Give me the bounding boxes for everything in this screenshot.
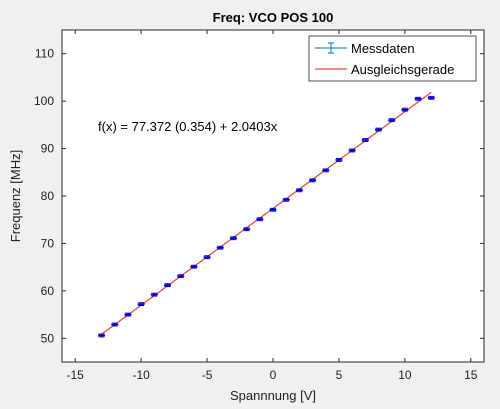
- data-point: [256, 217, 264, 222]
- legend[interactable]: Messdaten Ausgleichsgerade: [308, 35, 477, 82]
- x-tick-label: 5: [336, 368, 343, 382]
- data-point: [375, 127, 382, 132]
- data-point: [309, 178, 317, 183]
- data-point: [295, 188, 303, 193]
- data-point: [177, 274, 185, 279]
- legend-box: [308, 35, 477, 82]
- data-point: [150, 292, 158, 297]
- data-point: [98, 333, 106, 338]
- y-tick-label: 100: [34, 94, 54, 108]
- fit-equation-annotation: f(x) = 77.372 (0.354) + 2.0403x: [98, 119, 278, 134]
- legend-label-messdaten: Messdaten: [351, 41, 415, 56]
- plot-area: [61, 29, 485, 363]
- legend-marker-messdaten: [315, 42, 347, 54]
- y-tick-label: 90: [41, 142, 55, 156]
- x-tick-label: 10: [398, 368, 412, 382]
- data-point: [190, 264, 198, 269]
- y-tick-label: 50: [41, 331, 55, 345]
- data-point: [427, 95, 435, 100]
- x-tick-label: -15: [67, 368, 85, 382]
- data-point: [401, 107, 409, 112]
- data-point: [216, 245, 224, 250]
- chart-title: Freq: VCO POS 100: [213, 10, 334, 25]
- y-axis-label: Frequenz [MHz]: [8, 150, 23, 242]
- data-point: [111, 322, 119, 327]
- data-point: [137, 302, 145, 307]
- data-point: [361, 138, 369, 142]
- y-tick-label: 60: [41, 284, 55, 298]
- data-point: [414, 96, 422, 101]
- data-point: [164, 283, 171, 288]
- data-point: [229, 236, 237, 241]
- x-tick-label: 15: [464, 368, 478, 382]
- data-point: [388, 118, 396, 123]
- data-point: [243, 227, 251, 232]
- y-axis-ticks: 50 60 70 80 90 100 110: [34, 47, 484, 345]
- x-tick-label: -10: [132, 368, 150, 382]
- y-tick-label: 80: [41, 189, 55, 203]
- y-tick-label: 70: [41, 236, 55, 250]
- data-point: [203, 255, 211, 260]
- data-point: [124, 312, 132, 317]
- x-axis-ticks: -15 -10 -5 0 5 10 15: [67, 30, 478, 382]
- data-points-layer: [98, 95, 435, 338]
- data-point: [269, 207, 277, 212]
- data-point: [282, 197, 290, 202]
- x-axis-label: Spannnung [V]: [230, 388, 316, 403]
- x-tick-label: 0: [270, 368, 277, 382]
- data-point: [322, 168, 330, 173]
- data-point: [348, 148, 356, 153]
- x-tick-label: -5: [202, 368, 213, 382]
- y-tick-label: 110: [35, 47, 54, 61]
- legend-label-ausgleichsgerade: Ausgleichsgerade: [351, 62, 454, 77]
- data-point: [335, 158, 343, 162]
